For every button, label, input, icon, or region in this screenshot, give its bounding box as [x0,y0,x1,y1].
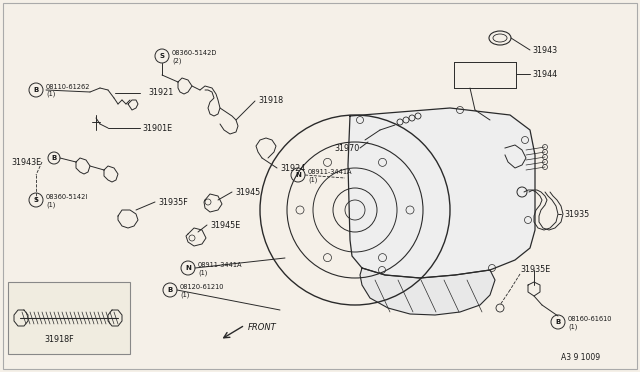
Text: (1): (1) [46,202,56,208]
Text: B: B [168,287,173,293]
Text: 31935F: 31935F [158,198,188,206]
Text: (1): (1) [46,91,56,97]
Polygon shape [348,108,535,278]
Text: A3 9 1009: A3 9 1009 [561,353,600,362]
Text: (1): (1) [198,270,207,276]
Text: S: S [159,53,164,59]
Polygon shape [360,268,495,315]
Text: B: B [51,155,56,161]
Text: N: N [185,265,191,271]
Text: 08360-5142I: 08360-5142I [46,194,88,200]
Text: (2): (2) [172,58,182,64]
Text: 08911-3441A: 08911-3441A [308,169,353,175]
Text: N: N [295,172,301,178]
Text: FRONT: FRONT [248,323,276,331]
Text: 31924: 31924 [280,164,305,173]
Text: B: B [556,319,561,325]
Text: 31935: 31935 [564,209,589,218]
Text: 08911-3441A: 08911-3441A [198,262,243,268]
Text: 08110-61262: 08110-61262 [46,84,90,90]
Text: 31970: 31970 [335,144,360,153]
Text: 31945: 31945 [235,187,260,196]
Text: 31945E: 31945E [210,221,240,230]
Text: 08360-5142D: 08360-5142D [172,50,218,56]
Text: (1): (1) [568,324,577,330]
Text: (1): (1) [308,177,317,183]
Text: 31944: 31944 [532,70,557,78]
Text: 08120-61210: 08120-61210 [180,284,225,290]
Text: B: B [33,87,38,93]
Text: 08160-61610: 08160-61610 [568,316,612,322]
Text: 31943: 31943 [532,45,557,55]
Text: 31943E: 31943E [12,157,42,167]
Text: 31935E: 31935E [520,266,550,275]
Text: 31921: 31921 [148,87,173,96]
Text: 31901E: 31901E [142,124,172,132]
Text: S: S [33,197,38,203]
Text: (1): (1) [180,292,189,298]
Bar [8,282,130,354]
Text: 31918F: 31918F [44,336,74,344]
Text: 31918: 31918 [258,96,283,105]
